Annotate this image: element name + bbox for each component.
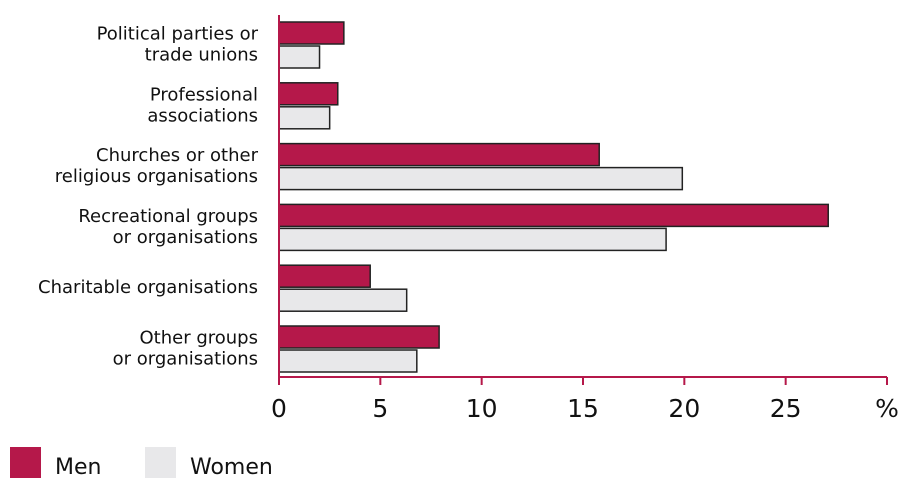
legend-swatch <box>145 447 176 478</box>
category-label-line: or organisations <box>113 349 258 370</box>
bar <box>278 45 321 69</box>
x-tick-label: 15 <box>567 394 599 423</box>
legend-label: Women <box>190 455 273 480</box>
bar <box>278 203 829 228</box>
category-label: Professional associations <box>147 84 258 126</box>
category-label-line: religious organisations <box>55 166 258 187</box>
x-tick-label: 20 <box>668 394 700 423</box>
category-label-line: trade unions <box>145 45 258 66</box>
category-label: Political parties or trade unions <box>97 24 259 66</box>
category-label-line: Churches or other <box>96 145 259 166</box>
bar <box>278 288 408 312</box>
category-label-line: Professional <box>150 84 258 105</box>
category-label: Charitable organisations <box>38 277 258 298</box>
bar <box>278 82 339 106</box>
category-label-line: or organisations <box>113 227 258 248</box>
x-tick-label: 10 <box>466 394 498 423</box>
category-label: Other groups or organisations <box>113 328 258 370</box>
category-label-line: associations <box>147 105 258 126</box>
category-label-line: Other groups <box>140 328 259 349</box>
x-tick-label: 25 <box>770 394 802 423</box>
bar <box>278 264 371 288</box>
bar <box>278 325 440 349</box>
category-label-line: Political parties or <box>97 24 259 45</box>
bar <box>278 349 418 373</box>
legend-label: Men <box>55 455 101 480</box>
legend-swatch <box>10 447 41 478</box>
bar <box>278 166 684 191</box>
bar <box>278 142 600 167</box>
category-label-line: Charitable organisations <box>38 277 258 298</box>
bar <box>278 21 345 45</box>
x-tick-label: % <box>875 394 899 423</box>
bar <box>278 106 331 130</box>
x-tick-label: 5 <box>372 394 388 423</box>
category-label: Recreational groups or organisations <box>78 206 258 248</box>
x-tick-label: 0 <box>271 394 287 423</box>
category-label-line: Recreational groups <box>78 206 258 227</box>
category-label: Churches or other religious organisations <box>55 145 259 187</box>
bar <box>278 227 667 252</box>
